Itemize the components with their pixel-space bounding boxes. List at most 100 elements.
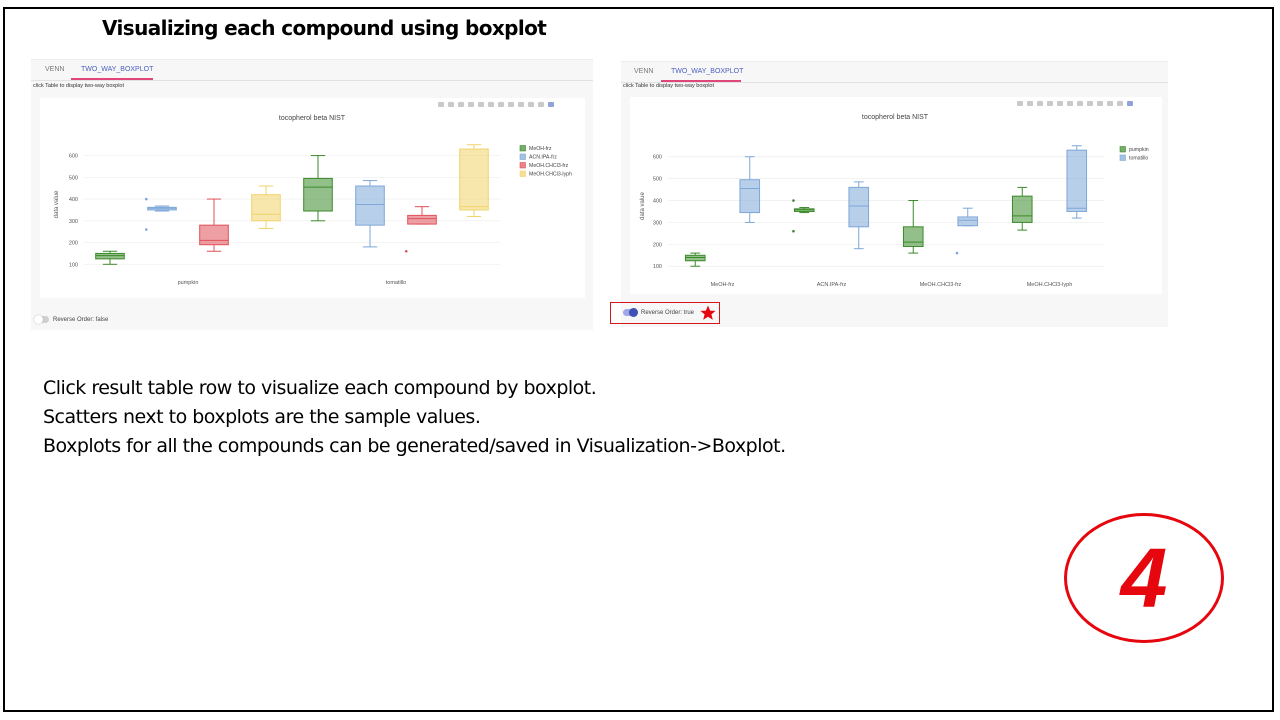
- outlier-point: [792, 229, 795, 233]
- tab-two-way-boxplot[interactable]: TWO_WAY_BOXPLOT: [671, 68, 744, 75]
- y-tick-label: 600: [69, 154, 78, 160]
- y-tick-label: 300: [69, 219, 78, 225]
- x-tick-label: tomatillo: [386, 280, 406, 286]
- legend-swatch: [1119, 154, 1126, 161]
- camera-icon: [1017, 101, 1023, 106]
- box-tomatillo-MeOH.CHCl3-frz: [955, 207, 979, 255]
- plotly-logo-icon: [548, 102, 554, 107]
- plot-toolbar: [1017, 101, 1133, 106]
- legend-swatch: [1119, 146, 1126, 153]
- slide-title: Visualizing each compound using boxplot: [102, 16, 547, 40]
- box-ACN.IPA-frz-tomatillo: [355, 180, 385, 248]
- plot-hint: click Table to display two-way boxplot: [623, 83, 714, 89]
- zoom-out-icon: [1067, 101, 1073, 106]
- spike-icon: [1097, 101, 1103, 106]
- y-tick-label: 200: [69, 241, 78, 247]
- reverse-order-label: Reverse Order: true: [641, 310, 695, 317]
- box-MeOH.CHCl3-lyph-tomatillo: [459, 144, 489, 217]
- reset-axes-icon: [508, 102, 514, 107]
- hover-closest-icon: [1107, 101, 1113, 106]
- y-tick-label: 500: [69, 175, 78, 181]
- box-body: [95, 252, 125, 260]
- reverse-order-toggle[interactable]: [623, 308, 638, 317]
- outlier-point: [144, 228, 148, 231]
- box-MeOH.CHCl3-frz-pumpkin: [199, 198, 229, 252]
- left-plot-area: tocopherol beta NIST 100 200 300 400 500 600 da…: [40, 98, 585, 298]
- box-MeOH.CHCl3-frz-tomatillo: [404, 206, 437, 253]
- left-boxplot-chart: tocopherol beta NIST 100 200 300 400 500 600 da…: [54, 102, 572, 286]
- chart-title: tocopherol beta NIST: [862, 114, 929, 121]
- box-pumpkin-MeOH.CHCl3-frz: [902, 200, 924, 254]
- chart-title: tocopherol beta NIST: [279, 115, 346, 122]
- box-body: [459, 148, 489, 211]
- box-MeOH.CHCl3-lyph-pumpkin: [251, 185, 281, 229]
- legend-label: MeOH-frz: [529, 146, 552, 152]
- reverse-order-toggle[interactable]: [34, 315, 49, 324]
- box-tomatillo-MeOH.CHCl3-lyph: [1066, 145, 1088, 219]
- plot-toolbar: [438, 102, 554, 107]
- slide-frame: [3, 7, 1274, 712]
- pan-icon: [468, 102, 474, 107]
- x-tick-label: MeOH-frz: [711, 282, 735, 288]
- box-pumpkin-ACN.IPA-frz: [792, 199, 815, 233]
- left-app-panel: VENN TWO_WAY_BOXPLOT click Table to disp…: [31, 59, 593, 330]
- plotly-logo-icon: [1127, 101, 1133, 106]
- legend-swatch: [519, 162, 526, 169]
- zoom-icon: [1037, 101, 1043, 106]
- legend-swatch: [519, 145, 526, 152]
- outlier-point: [404, 249, 408, 253]
- box-MeOH-frz-pumpkin: [95, 250, 125, 265]
- active-tab-indicator: [661, 80, 741, 82]
- x-tick-label: ACN.IPA-frz: [817, 282, 847, 288]
- box-tomatillo-ACN.IPA-frz: [848, 181, 870, 250]
- box-body: [251, 194, 281, 222]
- zoom-in-icon: [478, 102, 484, 107]
- box-body: [739, 179, 761, 214]
- body-line: Boxplots for all the compounds can be ge…: [43, 435, 786, 457]
- y-tick-label: 100: [69, 262, 78, 268]
- tab-venn[interactable]: VENN: [45, 66, 65, 73]
- x-tick-label: MeOH.CHCl3-lyph: [1027, 282, 1073, 288]
- right-tab-bar: VENN TWO_WAY_BOXPLOT: [621, 62, 1168, 83]
- star-icon: [700, 305, 716, 320]
- tab-venn[interactable]: VENN: [634, 68, 654, 75]
- autoscale-icon: [498, 102, 504, 107]
- reverse-order-row: Reverse Order: false: [34, 315, 109, 324]
- reverse-order-row: Reverse Order: true: [623, 308, 695, 317]
- save-icon: [448, 102, 454, 107]
- box-body: [848, 186, 870, 228]
- right-plot-area: tocopherol beta NIST 100 200 300 400 500 600 da…: [630, 97, 1162, 294]
- legend-label: pumpkin: [1129, 147, 1149, 153]
- box-body: [1066, 149, 1088, 212]
- box-body: [199, 224, 229, 246]
- box-pumpkin-MeOH-frz: [684, 252, 706, 267]
- plot-hint: click Table to display two-way boxplot: [33, 83, 124, 89]
- left-tab-bar: VENN TWO_WAY_BOXPLOT: [31, 60, 593, 81]
- tab-two-way-boxplot[interactable]: TWO_WAY_BOXPLOT: [81, 66, 154, 73]
- zoom-icon: [458, 102, 464, 107]
- legend-swatch: [519, 170, 526, 177]
- box-pumpkin-MeOH.CHCl3-lyph: [1011, 186, 1033, 231]
- x-tick-label: pumpkin: [178, 280, 199, 286]
- outlier-point: [144, 197, 148, 201]
- right-app-panel: VENN TWO_WAY_BOXPLOT click Table to disp…: [621, 61, 1168, 327]
- y-tick-label: 300: [653, 220, 662, 226]
- right-boxplot-chart: tocopherol beta NIST 100 200 300 400 500 600 da…: [640, 101, 1149, 288]
- legend-label: MeOH.CHCl3-lyph: [529, 172, 572, 178]
- camera-icon: [438, 102, 444, 107]
- reverse-order-label: Reverse Order: false: [53, 317, 109, 324]
- hover-compare-icon: [1117, 101, 1123, 106]
- active-tab-indicator: [71, 78, 153, 80]
- hover-compare-icon: [538, 102, 544, 107]
- step-number: 4: [1120, 531, 1168, 625]
- y-tick-label: 200: [653, 242, 662, 248]
- y-axis-label: data value: [640, 192, 646, 220]
- y-tick-label: 600: [653, 155, 662, 161]
- x-tick-label: MeOH.CHCl3-frz: [920, 282, 962, 288]
- hover-closest-icon: [528, 102, 534, 107]
- legend-swatch: [519, 153, 526, 160]
- legend-label: MeOH.CHCl3-frz: [529, 163, 569, 169]
- outlier-point: [792, 199, 795, 202]
- zoom-in-icon: [1057, 101, 1063, 106]
- box-body: [1011, 195, 1033, 223]
